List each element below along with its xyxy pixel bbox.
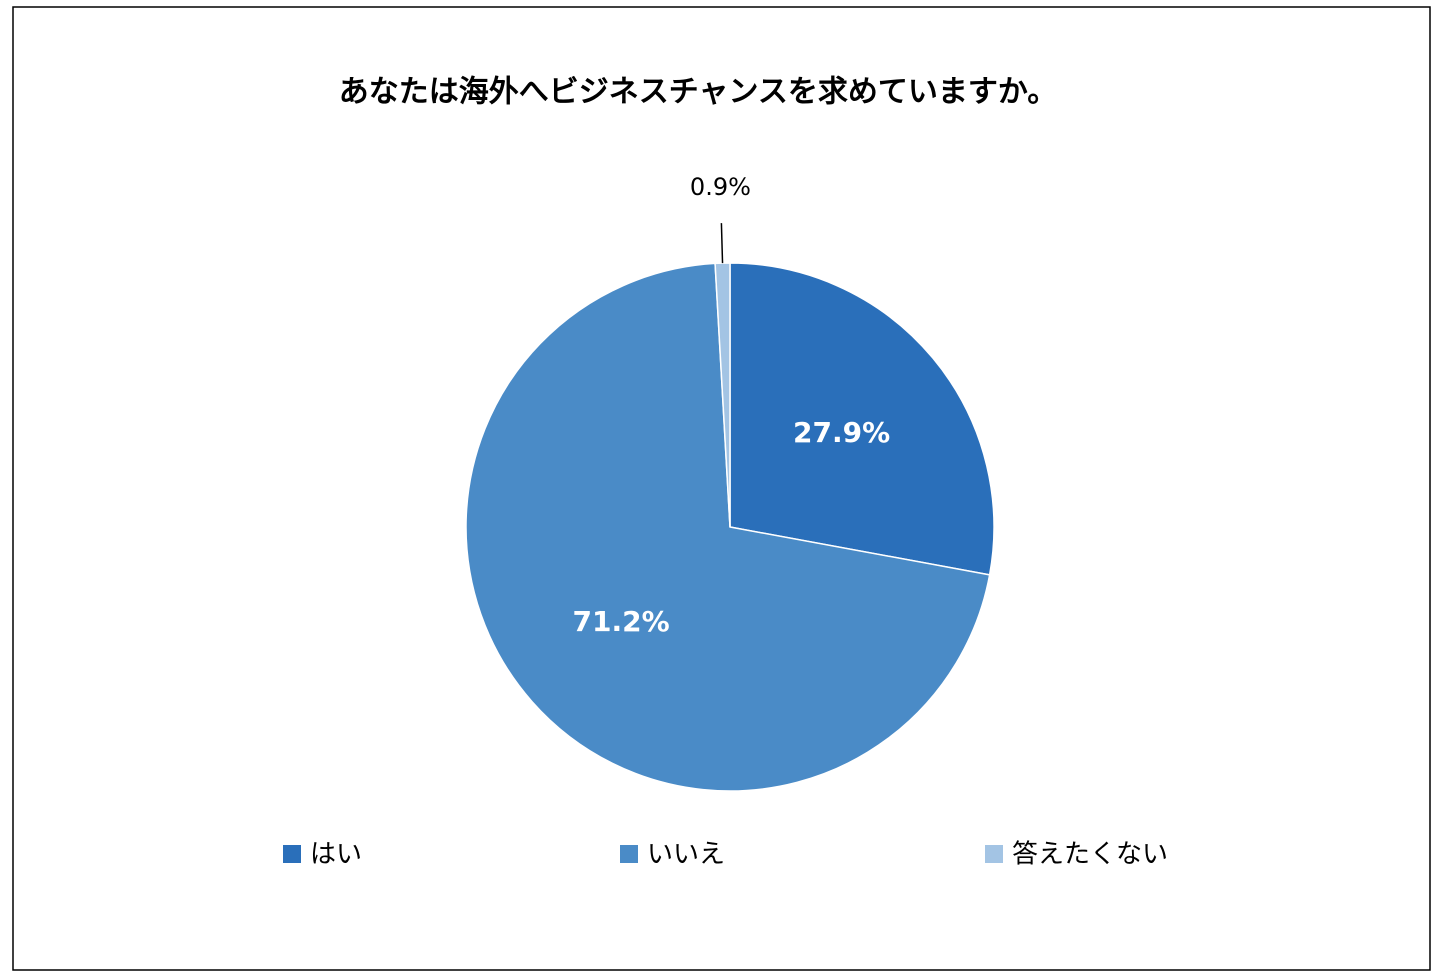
leader-line <box>720 223 724 264</box>
legend-swatch <box>985 845 1003 863</box>
data-label: 27.9% <box>793 416 890 449</box>
legend-swatch <box>283 845 301 863</box>
chart-title: あなたは海外へビジネスチャンスを求めていますか。 <box>339 75 1058 110</box>
pie-slice <box>465 262 991 792</box>
pie-slice <box>729 262 995 576</box>
legend-swatch <box>620 845 638 863</box>
legend-label: 答えたくない <box>1012 840 1168 870</box>
legend-label: はい <box>310 840 362 870</box>
legend-label: いいえ <box>647 840 725 870</box>
data-label: 0.9% <box>690 173 751 201</box>
data-label: 71.2% <box>573 605 670 638</box>
